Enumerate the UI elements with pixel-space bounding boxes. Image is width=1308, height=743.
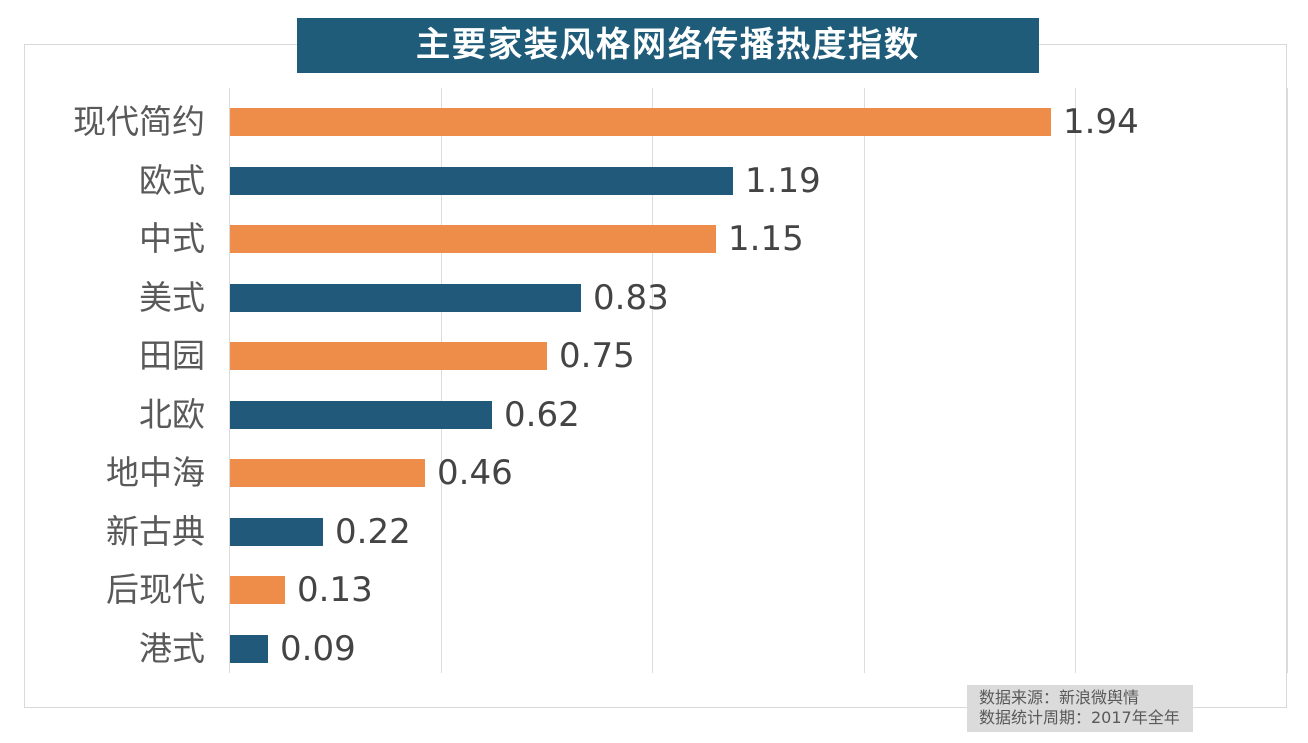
value-label: 0.83: [593, 278, 669, 318]
value-label: 0.22: [335, 512, 411, 552]
gridline: [652, 88, 653, 673]
value-label: 0.75: [559, 336, 635, 376]
bar-9: [230, 576, 285, 604]
category-label: 港式: [139, 629, 205, 668]
gridline: [864, 88, 865, 673]
value-label: 0.62: [504, 395, 580, 435]
category-label: 现代简约: [73, 102, 205, 141]
data-period-line: 数据统计周期：2017年全年: [979, 708, 1180, 727]
value-label: 0.09: [280, 629, 356, 669]
data-source-box: 数据来源：新浪微舆情 数据统计周期：2017年全年: [967, 685, 1193, 732]
bar-2: [230, 167, 733, 195]
data-source-line: 数据来源：新浪微舆情: [979, 688, 1140, 707]
category-label: 田园: [139, 336, 205, 375]
bar-10: [230, 635, 268, 663]
bar-3: [230, 225, 716, 253]
gridline: [1075, 88, 1076, 673]
category-label: 中式: [139, 219, 205, 258]
bar-5: [230, 342, 547, 370]
bar-8: [230, 518, 323, 546]
bar-1: [230, 108, 1051, 136]
bar-4: [230, 284, 581, 312]
bar-7: [230, 459, 425, 487]
category-label: 地中海: [106, 453, 205, 492]
value-label: 1.15: [728, 219, 804, 259]
chart-title: 主要家装风格网络传播热度指数: [416, 25, 920, 65]
value-label: 0.13: [297, 570, 373, 610]
category-label: 后现代: [106, 570, 205, 609]
category-label: 新古典: [106, 512, 205, 551]
value-label: 1.94: [1063, 102, 1139, 142]
value-label: 0.46: [437, 453, 513, 493]
chart-frame: [24, 44, 1287, 708]
gridline: [229, 88, 230, 673]
category-label: 北欧: [139, 395, 205, 434]
bar-6: [230, 401, 492, 429]
gridline: [1287, 88, 1288, 673]
value-label: 1.19: [745, 161, 821, 201]
gridline: [441, 88, 442, 673]
category-label: 美式: [139, 278, 205, 317]
category-label: 欧式: [139, 161, 205, 200]
chart-title-banner: 主要家装风格网络传播热度指数: [297, 18, 1039, 73]
